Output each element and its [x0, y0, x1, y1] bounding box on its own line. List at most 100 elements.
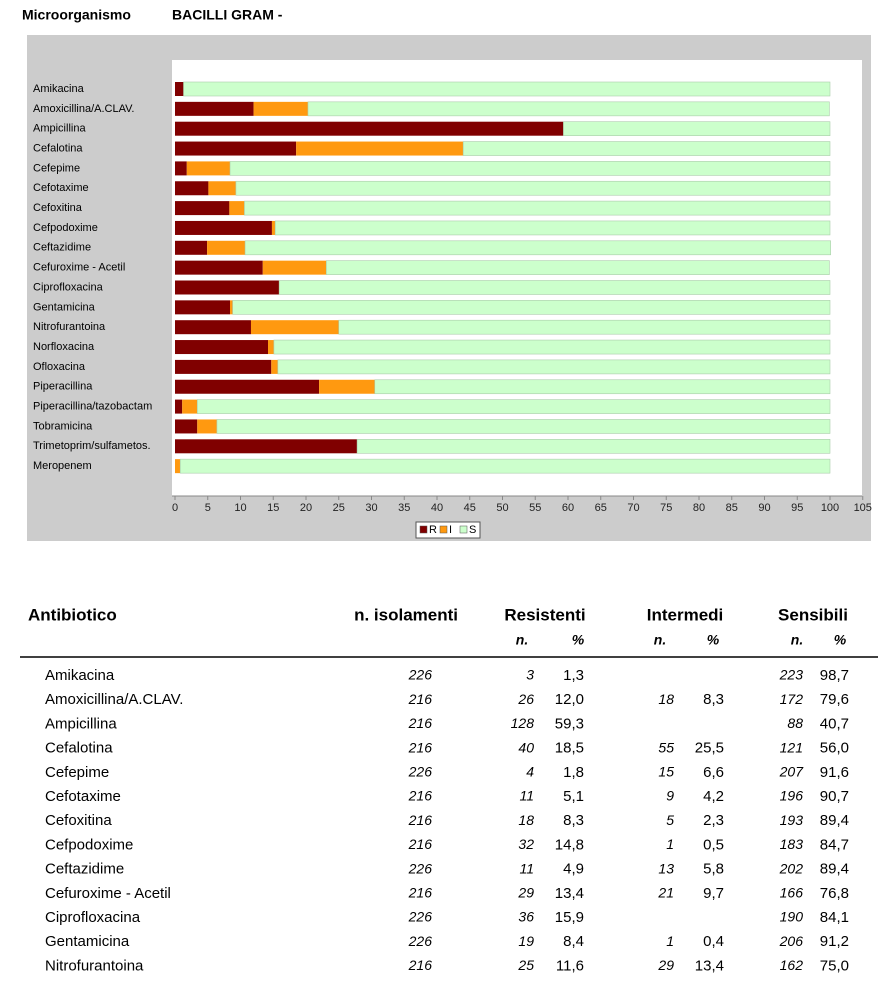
table-cell: 40	[518, 739, 534, 755]
x-tick-label: 0	[172, 502, 178, 514]
table-cell: 29	[657, 957, 674, 973]
table-cell: 4,9	[563, 861, 584, 878]
bar-segment	[462, 141, 831, 156]
table-cell: 59,3	[555, 715, 584, 732]
x-tick-label: 100	[821, 502, 839, 514]
x-tick-label: 55	[529, 502, 541, 514]
antibiotic-name: Cefotaxime	[45, 788, 121, 805]
x-tick-label: 75	[660, 502, 672, 514]
column-subheader: %	[834, 632, 847, 648]
bar-segment	[277, 359, 831, 375]
table-cell: 89,4	[820, 812, 849, 829]
table-cell: 25,5	[695, 740, 724, 757]
column-header: n. isolamenti	[354, 605, 458, 624]
bar-segment	[175, 121, 564, 136]
table-cell: 56,0	[820, 740, 849, 757]
antibiotic-name: Nitrofurantoina	[45, 957, 144, 974]
bar-segment	[216, 419, 831, 434]
category-label: Nitrofurantoina	[33, 321, 106, 333]
table-cell: 12,0	[555, 691, 584, 708]
table-cell: 91,2	[820, 933, 849, 950]
bar-segment	[175, 141, 297, 156]
bar-segment	[175, 340, 269, 355]
table-cell: 128	[511, 715, 535, 731]
table-cell: 13	[658, 860, 674, 876]
table-cell: 196	[780, 788, 804, 804]
table-cell: 9,7	[703, 885, 724, 902]
bar-segment	[271, 220, 276, 235]
table-cell: 216	[408, 957, 433, 973]
legend-label: R	[429, 524, 437, 536]
table-cell: 11,6	[556, 957, 584, 974]
x-tick-label: 35	[398, 502, 410, 514]
category-label: Cefoxitina	[33, 202, 83, 214]
legend-label: S	[469, 524, 476, 536]
bar-segment	[274, 220, 831, 236]
header-label: Microorganismo	[22, 7, 131, 23]
bar-segment	[175, 220, 272, 235]
table-cell: 9	[666, 788, 674, 804]
bar-segment	[296, 141, 464, 156]
x-tick-label: 95	[791, 502, 803, 514]
column-subheader: %	[707, 632, 720, 648]
table-cell: 166	[780, 885, 804, 901]
bar-segment	[175, 201, 230, 216]
table-cell: 8,3	[563, 812, 584, 829]
table-cell: 223	[779, 667, 804, 683]
column-subheader: %	[572, 632, 585, 648]
x-tick-label: 25	[333, 502, 345, 514]
legend-swatch	[459, 525, 468, 534]
legend-label: I	[449, 524, 452, 536]
table-cell: 13,4	[555, 885, 584, 902]
table-cell: 226	[408, 860, 433, 876]
bar-segment	[175, 260, 263, 275]
bar-segment	[262, 260, 327, 275]
column-subheader: n.	[516, 632, 528, 648]
table-cell: 216	[408, 885, 433, 901]
table-cell: 15,9	[555, 909, 584, 926]
antibiotic-name: Ampicillina	[45, 715, 117, 732]
table-cell: 15	[658, 764, 674, 780]
table-cell: 183	[780, 836, 804, 852]
bar-segment	[253, 101, 308, 116]
header-organism: BACILLI GRAM -	[172, 7, 283, 23]
category-label: Tobramicina	[33, 420, 93, 432]
x-tick-label: 70	[627, 502, 639, 514]
table-cell: 216	[408, 836, 433, 852]
table-cell: 1	[666, 933, 674, 949]
bar-segment	[563, 121, 831, 136]
category-label: Cefalotina	[33, 142, 83, 154]
table-cell: 2,3	[703, 812, 724, 829]
bar-segment	[179, 458, 831, 474]
table-cell: 226	[408, 933, 433, 949]
bar-segment	[175, 82, 184, 96]
column-header: Sensibili	[778, 605, 848, 624]
bar-segment	[356, 438, 831, 454]
table-cell: 0,5	[703, 836, 724, 853]
category-label: Ofloxacina	[33, 361, 86, 373]
table-cell: 19	[518, 933, 534, 949]
bar-segment	[175, 300, 231, 315]
category-label: Trimetoprim/sulfametos.	[33, 440, 151, 452]
table-cell: 162	[780, 957, 804, 973]
bar-segment	[207, 240, 246, 255]
table-cell: 4	[526, 764, 534, 780]
bar-segment	[175, 181, 209, 196]
category-label: Meropenem	[33, 460, 92, 472]
x-tick-label: 10	[234, 502, 246, 514]
bar-segment	[273, 339, 831, 355]
antibiotic-name: Gentamicina	[45, 933, 130, 950]
column-subheader: n.	[654, 632, 666, 648]
antibiotic-name: Amoxicillina/A.CLAV.	[45, 691, 183, 708]
table-cell: 11	[519, 788, 534, 804]
category-label: Piperacillina	[33, 381, 93, 393]
bar-segment	[175, 320, 251, 335]
bar-segment	[232, 300, 831, 315]
column-subheader: n.	[791, 632, 803, 648]
bar-segment	[230, 300, 233, 315]
table-cell: 98,7	[820, 667, 849, 684]
legend-swatch	[419, 525, 428, 534]
bar-segment	[175, 379, 320, 394]
x-tick-label: 50	[496, 502, 508, 514]
table-cell: 5,8	[703, 861, 724, 878]
